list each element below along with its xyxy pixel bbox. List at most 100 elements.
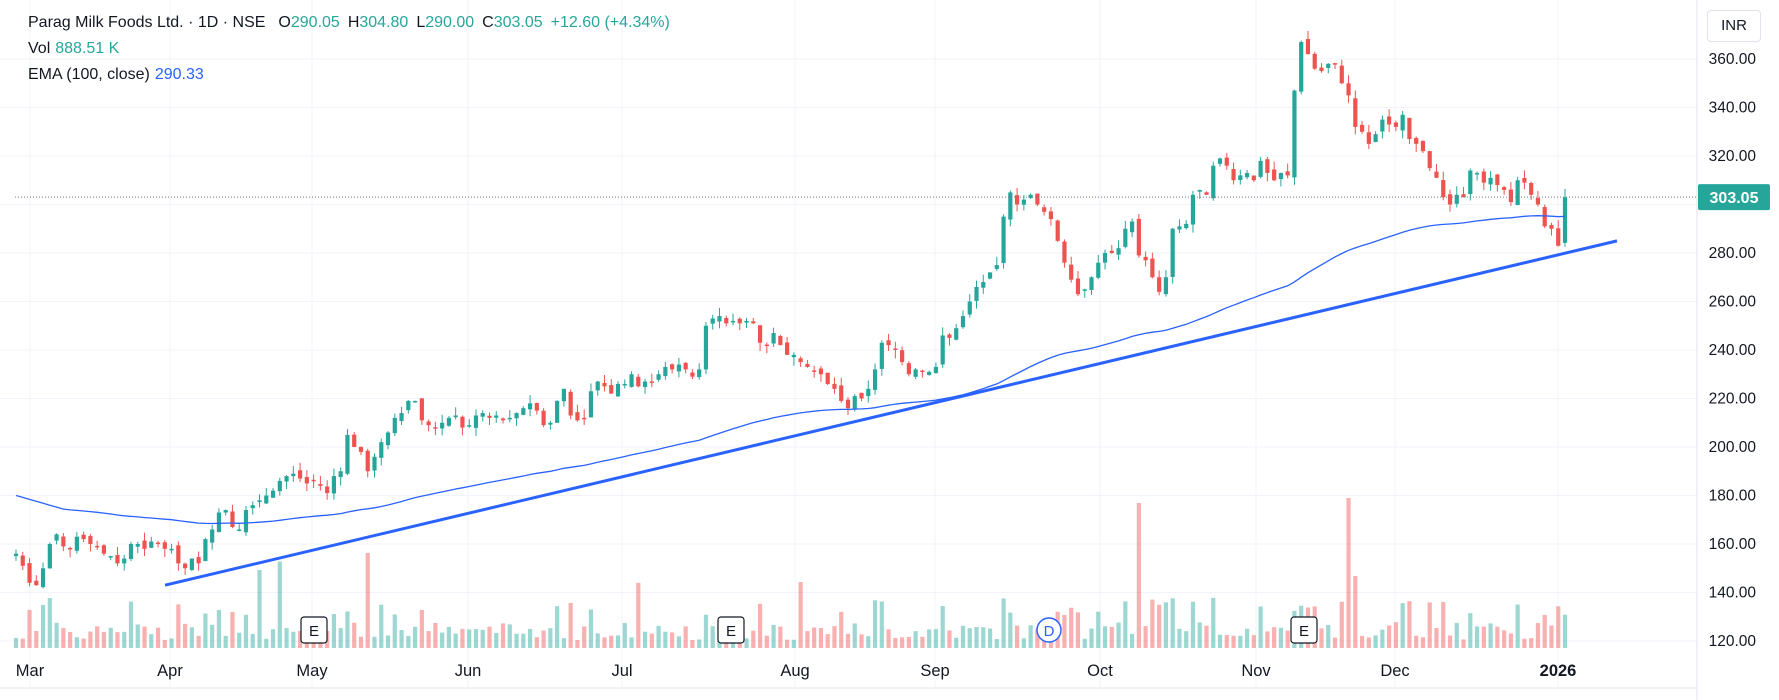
low-value: 290.00	[425, 14, 475, 31]
candle-body	[419, 398, 424, 421]
candle-body	[487, 415, 492, 418]
earnings-marker[interactable]: E	[717, 616, 745, 644]
volume-bar	[1231, 635, 1236, 648]
volume-bar	[27, 609, 32, 648]
candle-body	[1028, 194, 1033, 198]
volume-bar	[34, 631, 39, 648]
earnings-icon	[717, 616, 745, 644]
volume-bar	[473, 629, 479, 648]
volume-bar	[345, 611, 350, 648]
candle-body	[1163, 277, 1169, 295]
volume-bar	[1346, 498, 1351, 648]
candle-body	[196, 557, 201, 564]
ema-row: EMA (100, close) 290.33	[28, 62, 670, 88]
candle-body	[467, 425, 472, 427]
time-tick-label: Apr	[157, 662, 183, 680]
time-tick-label: 2026	[1540, 662, 1577, 680]
candle-body	[74, 536, 79, 551]
volume-bar	[764, 635, 769, 648]
candle-body	[372, 456, 377, 471]
last-price-tag: 303.05	[1698, 184, 1770, 211]
candle-body	[1157, 277, 1162, 292]
volume-bar	[1143, 626, 1148, 648]
time-tick-label: May	[296, 662, 328, 680]
candle-body	[155, 542, 161, 545]
currency-button[interactable]: INR	[1707, 10, 1761, 42]
open-key: O	[278, 14, 291, 31]
volume-bar	[372, 636, 377, 648]
volume-bar	[467, 629, 472, 648]
trendline	[164, 239, 1618, 587]
volume-bar	[886, 629, 891, 648]
volume-bar	[95, 626, 100, 648]
candle-body	[1231, 168, 1236, 181]
candle-body	[446, 417, 452, 426]
volume-bar	[352, 622, 357, 648]
candle-body	[1454, 194, 1459, 204]
candle-body	[839, 385, 844, 401]
volume-bar	[1244, 628, 1250, 648]
volume-bar	[20, 638, 25, 648]
candle-body	[1008, 192, 1013, 220]
volume-bar	[1272, 627, 1277, 648]
candle-body	[1211, 165, 1216, 199]
price-axis: 360.00340.00320.00300.00280.00260.00240.…	[1709, 51, 1757, 650]
candle-body	[534, 403, 539, 411]
candle-body	[629, 374, 634, 387]
volume-bar	[710, 626, 715, 648]
symbol-title[interactable]: Parag Milk Foods Ltd. · 1D · NSE	[28, 14, 266, 31]
candle-body	[1312, 53, 1317, 69]
earnings-marker[interactable]: E	[300, 616, 328, 644]
dividend-marker[interactable]: D	[1036, 617, 1062, 643]
candle-body	[169, 548, 174, 551]
candle-body	[40, 568, 46, 588]
volume-bar	[1028, 625, 1033, 648]
earnings-marker[interactable]: E	[1290, 616, 1318, 644]
volume-bar	[697, 639, 702, 648]
candle-body	[1332, 63, 1338, 65]
candle-body	[1535, 197, 1541, 205]
candle-body	[642, 381, 648, 388]
volume-bar	[1407, 601, 1412, 648]
candle-body	[473, 415, 479, 428]
volume-bar	[507, 624, 512, 648]
volume-bar	[906, 637, 911, 648]
volume-bar	[115, 632, 120, 648]
candle-body	[352, 434, 357, 447]
volume-bar	[602, 637, 607, 648]
candle-body	[297, 470, 303, 479]
volume-bar	[555, 606, 560, 648]
volume-bar	[1461, 639, 1466, 648]
price-tick-label: 180.00	[1709, 488, 1757, 505]
volume-key[interactable]: Vol	[28, 40, 51, 57]
volume-bar	[575, 639, 580, 648]
candle-body	[1251, 175, 1256, 181]
ema-key[interactable]: EMA (100, close)	[28, 66, 150, 83]
candle-body	[1217, 158, 1223, 164]
volume-bar	[609, 635, 614, 648]
volume-bar	[527, 628, 533, 648]
candle-body	[670, 364, 675, 370]
volume-bar	[1562, 614, 1568, 648]
volume-bar	[757, 603, 763, 648]
chart-legend: Parag Milk Foods Ltd. · 1D · NSE O 290.05…	[28, 10, 670, 88]
candle-body	[778, 335, 783, 346]
candle-body	[1387, 116, 1392, 125]
volume-bar	[561, 638, 566, 648]
candle-body	[609, 385, 614, 394]
candle-body	[615, 383, 621, 397]
candle-body	[183, 563, 188, 569]
volume-bar	[40, 604, 46, 648]
candle-body	[1258, 160, 1263, 177]
candle-body	[318, 484, 323, 486]
volume-bar	[960, 625, 966, 648]
price-tick-label: 220.00	[1709, 391, 1757, 408]
candle-body	[900, 350, 905, 363]
last-price-label: 303.05	[1710, 190, 1759, 207]
candle-body	[913, 369, 918, 377]
candle-body	[54, 534, 59, 541]
candle-body	[1292, 90, 1297, 178]
candle-body	[1359, 124, 1365, 132]
